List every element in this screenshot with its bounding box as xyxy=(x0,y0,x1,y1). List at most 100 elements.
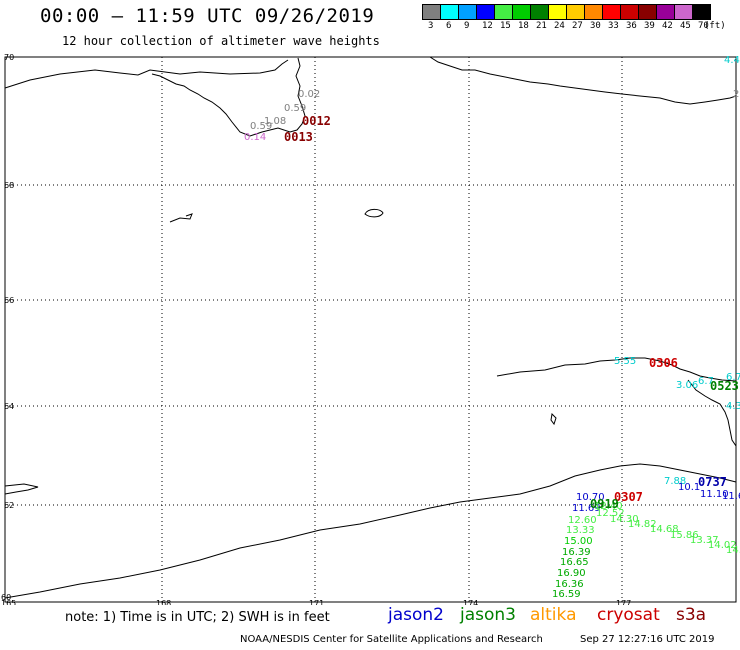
scale-cell: 24 xyxy=(548,4,566,31)
scale-label: 30 xyxy=(590,21,601,31)
wave-height-label: 6.7 xyxy=(698,376,714,387)
wrangel-island xyxy=(364,208,384,218)
map-title: 00:00 – 11:59 UTC 09/26/2019 xyxy=(40,5,375,27)
graticule xyxy=(5,57,736,602)
scale-cell: 36 xyxy=(620,4,638,31)
scale-swatch xyxy=(476,4,494,20)
wave-height-label: 5.55 xyxy=(614,356,636,367)
wave-height-label: 15.86 xyxy=(670,530,699,541)
lat-label-62: 62 xyxy=(4,501,14,510)
pass-time-label: 0919 xyxy=(590,497,619,511)
pass-time-label: 0012 xyxy=(302,114,331,128)
scale-cell: 45 xyxy=(674,4,692,31)
sat-legend-jason3: jason3 xyxy=(460,605,516,625)
scale-swatch xyxy=(512,4,530,20)
scale-label: 6 xyxy=(446,21,452,31)
scale-label: 18 xyxy=(518,21,529,31)
wave-height-label: 14.02 xyxy=(708,540,737,551)
scale-swatch xyxy=(494,4,512,20)
wave-height-label: 13.33 xyxy=(566,525,595,536)
wave-height-label: 4.3 xyxy=(726,401,740,412)
chukotka-north-coast xyxy=(496,357,737,382)
scale-swatch xyxy=(674,4,692,20)
wave-height-map: 70 68 66 64 62 60 165 168 171 174 177 0.… xyxy=(1,53,740,605)
herald-island xyxy=(169,213,193,223)
wave-height-label: 3.06 xyxy=(676,380,698,391)
wave-height-label: 14.82 xyxy=(628,519,657,530)
wave-height-label: 12.60 xyxy=(568,515,597,526)
pass-time-labels: 0012 0013 0306 0523 0737 0307 0919 xyxy=(284,114,739,511)
lat-label-60: 60 xyxy=(1,593,11,602)
wave-height-label: 16.65 xyxy=(560,557,589,568)
lon-label-171: 171 xyxy=(309,599,324,605)
wave-height-label: 0.02 xyxy=(298,89,320,100)
wave-height-label: 2 xyxy=(733,89,739,100)
wave-height-label: 10.70 xyxy=(576,492,605,503)
wave-height-label: 1.08 xyxy=(264,116,286,127)
wave-height-label: 11.6 xyxy=(722,491,740,502)
footer-note: note: 1) Time is in UTC; 2) SWH is in fe… xyxy=(65,610,330,625)
scale-swatch xyxy=(638,4,656,20)
scale-swatch xyxy=(692,4,711,20)
wave-height-label: 0.59 xyxy=(250,121,272,132)
wave-height-label: 14. xyxy=(726,545,740,556)
wave-height-label: 16.39 xyxy=(562,547,591,558)
scale-cell: 39 xyxy=(638,4,656,31)
scale-label: 21 xyxy=(536,21,547,31)
wave-height-label: 10.1 xyxy=(678,482,700,493)
scale-label: 45 xyxy=(680,21,691,31)
arctic-coast-east xyxy=(429,56,737,105)
pass-time-label: 0013 xyxy=(284,130,313,144)
footer-credit: NOAA/NESDIS Center for Satellite Applica… xyxy=(240,634,543,645)
scale-swatch xyxy=(458,4,476,20)
scale-label: 24 xyxy=(554,21,565,31)
western-islet xyxy=(4,483,39,495)
wave-height-label: 0.59 xyxy=(284,103,306,114)
scale-cell: 6 xyxy=(440,4,458,31)
lon-label-168: 168 xyxy=(156,599,171,605)
wave-height-label: 14.68 xyxy=(650,524,679,535)
scale-swatch xyxy=(530,4,548,20)
wave-height-label: 4.4 xyxy=(724,55,740,66)
wave-height-label: 16.90 xyxy=(557,568,586,579)
wave-height-label: 7.88 xyxy=(664,476,686,487)
sat-legend-jason2: jason2 xyxy=(388,605,444,625)
wave-height-label: 15.00 xyxy=(564,536,593,547)
kolyuchin-island xyxy=(550,412,557,426)
map-frame xyxy=(4,56,737,603)
scale-label: 42 xyxy=(662,21,673,31)
scale-swatch xyxy=(440,4,458,20)
scale-label: 70 xyxy=(698,21,709,31)
sat-legend-s3a: s3a xyxy=(676,605,707,625)
scale-cell: 3 xyxy=(422,4,440,31)
scale-cell: 9 xyxy=(458,4,476,31)
scale-cell: 12 xyxy=(476,4,494,31)
pass-time-label: 0523 xyxy=(710,379,739,393)
lat-label-66: 66 xyxy=(4,296,14,305)
arctic-coast-north xyxy=(4,57,306,137)
wave-height-label: 13.37 xyxy=(690,535,719,546)
scale-label: 33 xyxy=(608,21,619,31)
lon-label-165: 165 xyxy=(1,599,16,605)
wave-height-label: 14.30 xyxy=(610,514,639,525)
scale-label: 9 xyxy=(464,21,470,31)
pass-time-label: 0307 xyxy=(614,490,643,504)
lat-label-64: 64 xyxy=(4,402,14,411)
scale-cell: 21 xyxy=(530,4,548,31)
scale-cell: 18 xyxy=(512,4,530,31)
scale-swatch xyxy=(566,4,584,20)
scale-swatch xyxy=(422,4,440,20)
lat-axis-labels: 70 68 66 64 62 60 xyxy=(1,53,14,602)
scale-cell: 42 xyxy=(656,4,674,31)
scale-cell: 70 xyxy=(692,4,711,31)
wave-height-label: 12.52 xyxy=(596,508,625,519)
scale-cell: 33 xyxy=(602,4,620,31)
wave-height-label: 16.59 xyxy=(552,589,581,600)
lat-label-68: 68 xyxy=(4,181,14,190)
wave-height-label: 12.40 xyxy=(594,501,623,512)
lat-label-70: 70 xyxy=(4,53,14,62)
scale-label: 39 xyxy=(644,21,655,31)
scale-cell: 30 xyxy=(584,4,602,31)
scale-swatch xyxy=(548,4,566,20)
sat-legend-altika: altika xyxy=(530,605,577,625)
